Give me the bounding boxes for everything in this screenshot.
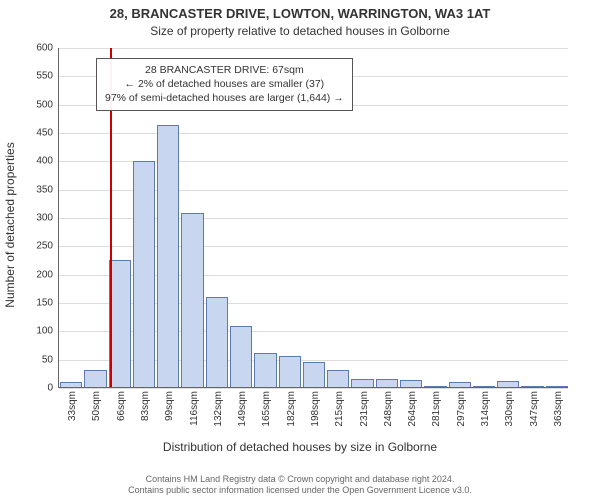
histogram-bar — [521, 386, 543, 387]
histogram-bar — [279, 356, 301, 387]
x-tick-label: 165sqm — [261, 391, 272, 427]
y-tick-label: 250 — [36, 241, 53, 252]
histogram-bar — [351, 379, 373, 388]
y-tick-label: 0 — [47, 383, 53, 394]
x-tick-label: 132sqm — [213, 391, 224, 427]
x-axis-label: Distribution of detached houses by size … — [0, 440, 600, 454]
annotation-box: 28 BRANCASTER DRIVE: 67sqm ← 2% of detac… — [96, 58, 353, 111]
x-tick-label: 182sqm — [286, 391, 297, 427]
histogram-bar — [546, 386, 568, 387]
x-tick-label: 33sqm — [67, 391, 78, 421]
x-tick-label: 281sqm — [431, 391, 442, 427]
annotation-line2: ← 2% of detached houses are smaller (37) — [105, 77, 344, 91]
y-tick-label: 300 — [36, 213, 53, 224]
y-tick-label: 100 — [36, 326, 53, 337]
histogram-bar — [497, 381, 519, 387]
y-tick-label: 550 — [36, 71, 53, 82]
gridline — [59, 388, 568, 389]
y-tick-label: 450 — [36, 128, 53, 139]
x-tick-label: 99sqm — [164, 391, 175, 421]
x-tick-label: 83sqm — [140, 391, 151, 421]
histogram-bar — [303, 362, 325, 388]
histogram-bar — [400, 380, 422, 387]
x-tick-label: 198sqm — [310, 391, 321, 427]
chart-title-line1: 28, BRANCASTER DRIVE, LOWTON, WARRINGTON… — [0, 6, 600, 21]
x-tick-label: 297sqm — [456, 391, 467, 427]
x-tick-label: 231sqm — [359, 391, 370, 427]
chart-container: 28, BRANCASTER DRIVE, LOWTON, WARRINGTON… — [0, 0, 600, 500]
histogram-bar — [254, 353, 276, 387]
histogram-bar — [206, 297, 228, 387]
x-tick-label: 330sqm — [504, 391, 515, 427]
y-tick-label: 400 — [36, 156, 53, 167]
x-tick-label: 149sqm — [237, 391, 248, 427]
x-tick-label: 264sqm — [407, 391, 418, 427]
x-tick-label: 363sqm — [553, 391, 564, 427]
histogram-bar — [327, 370, 349, 387]
y-tick-label: 600 — [36, 43, 53, 54]
x-tick-label: 116sqm — [189, 391, 200, 426]
annotation-line3: 97% of semi-detached houses are larger (… — [105, 91, 344, 105]
attribution-text: Contains HM Land Registry data © Crown c… — [0, 474, 600, 496]
histogram-bar — [230, 326, 252, 387]
y-tick-label: 500 — [36, 99, 53, 110]
x-tick-label: 248sqm — [383, 391, 394, 427]
x-tick-label: 66sqm — [116, 391, 127, 421]
x-tick-label: 347sqm — [529, 391, 540, 427]
histogram-bar — [473, 386, 495, 387]
annotation-line1: 28 BRANCASTER DRIVE: 67sqm — [105, 63, 344, 77]
x-tick-label: 215sqm — [334, 391, 345, 427]
x-tick-label: 314sqm — [480, 391, 491, 427]
attribution-line2: Contains public sector information licen… — [0, 485, 600, 496]
histogram-bar — [449, 382, 471, 387]
y-tick-label: 350 — [36, 184, 53, 195]
y-axis-label: Number of detached properties — [3, 142, 17, 307]
histogram-bar — [60, 382, 82, 387]
attribution-line1: Contains HM Land Registry data © Crown c… — [0, 474, 600, 485]
y-tick-label: 50 — [42, 354, 53, 365]
chart-title-line2: Size of property relative to detached ho… — [0, 24, 600, 38]
y-tick-label: 150 — [36, 298, 53, 309]
histogram-bar — [133, 161, 155, 387]
histogram-bar — [424, 386, 446, 387]
histogram-bar — [157, 125, 179, 387]
histogram-bar — [84, 370, 106, 387]
histogram-bar — [376, 379, 398, 388]
x-tick-label: 50sqm — [91, 391, 102, 421]
y-tick-label: 200 — [36, 269, 53, 280]
histogram-bar — [181, 213, 203, 387]
